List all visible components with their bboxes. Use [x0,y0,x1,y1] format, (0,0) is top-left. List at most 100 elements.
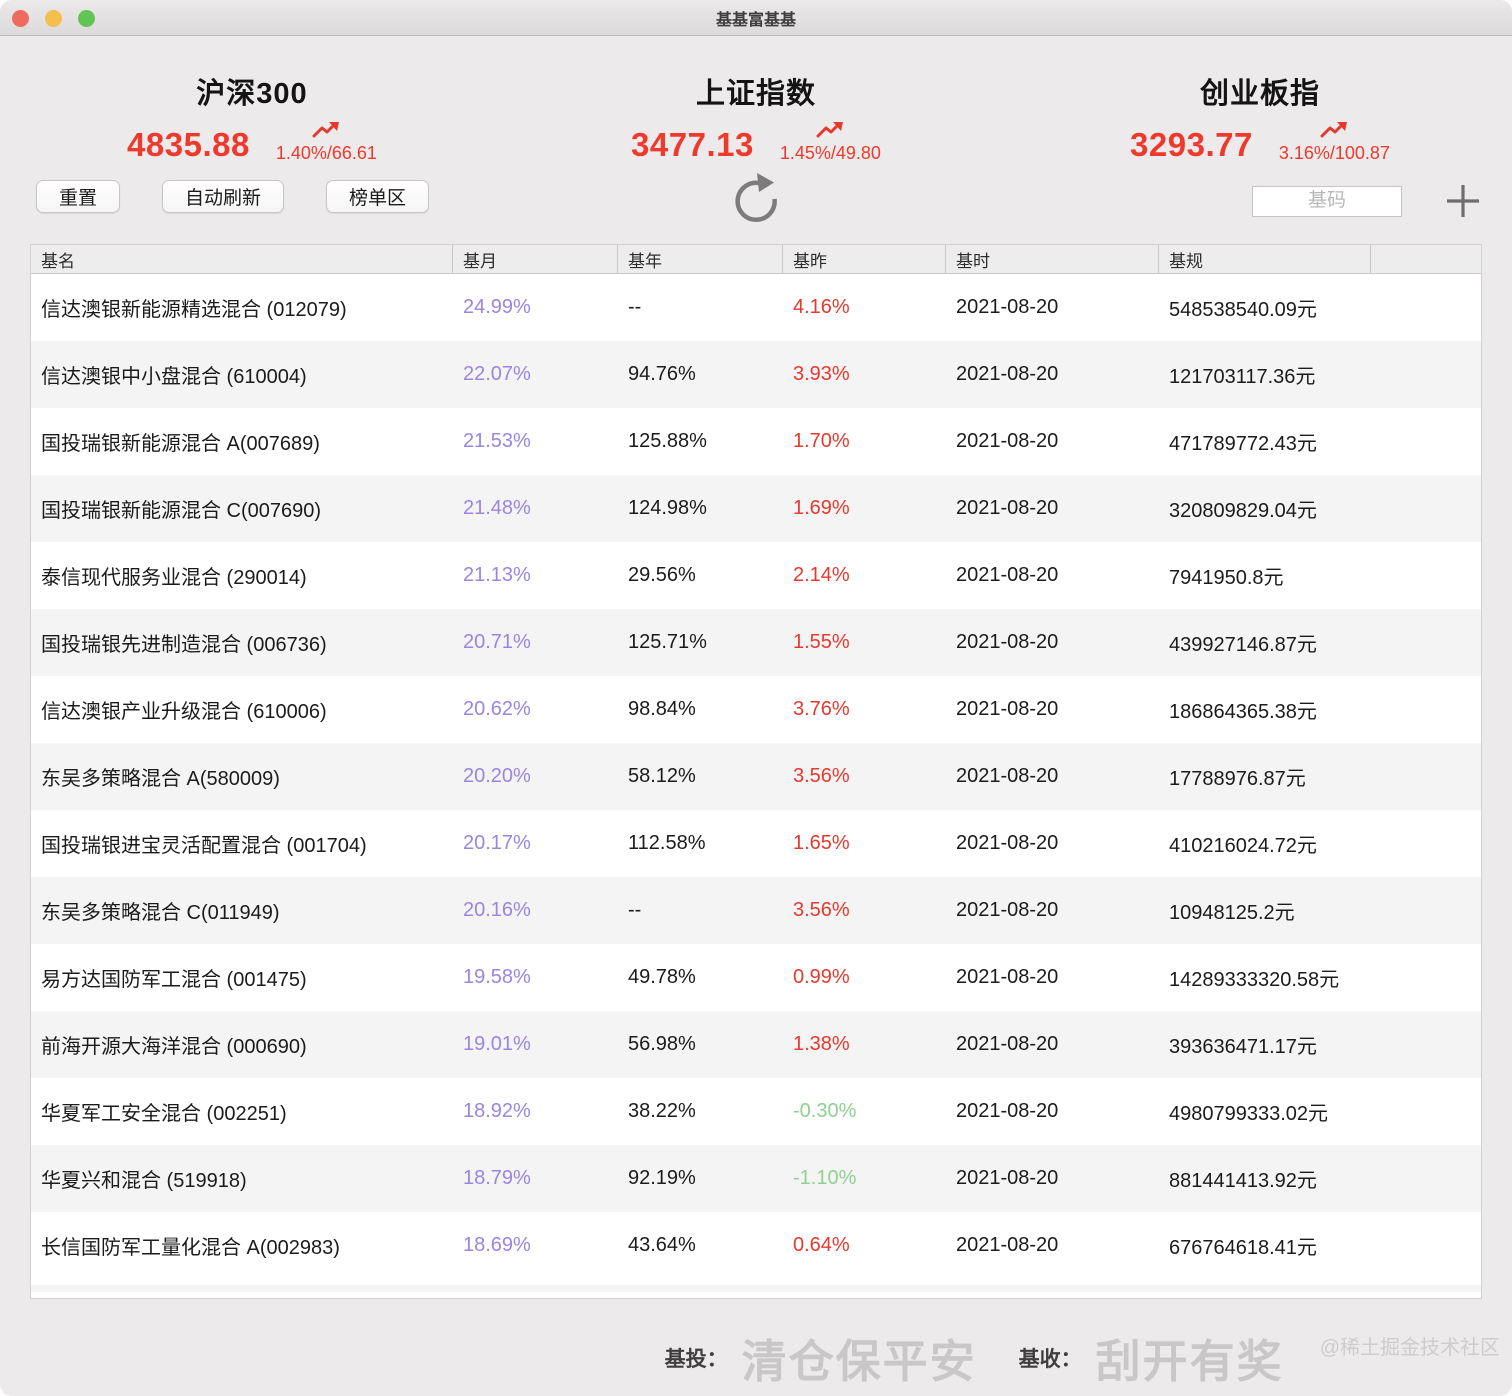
cell-month-change: 22.07% [463,363,531,385]
cell-fund-name: 华夏军工安全混合 (002251) [41,1103,287,1125]
cell-scale: 439927146.87元 [1169,634,1317,656]
index-shanghai: 上证指数 3477.13 1.45%/49.80 [504,70,1008,164]
table-row[interactable]: 国投瑞银进宝灵活配置混合 (001704) 20.17% 112.58% 1.65% 2… [31,810,1481,877]
auto-refresh-button[interactable]: 自动刷新 [162,180,285,213]
table-row[interactable]: 信达澳银中小盘混合 (610004) 22.07% 94.76% 3.93% 2021-… [31,341,1481,408]
zoom-window-button[interactable] [78,9,95,27]
table-row[interactable]: 东吴多策略混合 C(011949) 20.16% -- 3.56% 2021-08-20… [31,877,1481,944]
cell-year-change: 94.76% [628,363,696,385]
minimize-window-button[interactable] [45,9,62,27]
cell-scale: 4980799333.02元 [1169,1103,1329,1125]
index-value: 4835.88 [127,126,250,163]
column-header-name[interactable]: 基名 [31,245,453,273]
ranking-button[interactable]: 榜单区 [326,180,430,213]
refresh-button[interactable] [729,170,783,233]
cell-scale: 17788976.87元 [1169,768,1306,790]
cell-fund-name: 信达澳银中小盘混合 (610004) [41,366,307,388]
cell-scale: 320809829.04元 [1169,500,1317,522]
cell-filler [1371,542,1481,609]
cell-year-change: -- [628,899,642,921]
fund-code-input[interactable] [1252,185,1402,217]
cell-filler [1371,1078,1481,1145]
cell-fund-name: 信达澳银新能源精选混合 (012079) [41,299,347,321]
cell-date: 2021-08-20 [956,430,1059,452]
cell-yesterday-change: 2.14% [793,564,850,586]
cell-year-change: 124.98% [628,497,707,519]
cell-date: 2021-08-20 [956,564,1059,586]
table-row[interactable]: 华夏兴和混合 (519918) 18.79% 92.19% -1.10% 2021-08… [31,1145,1481,1212]
index-summary: 沪深300 4835.88 1.40%/66.61 上证指数 3477.13 [0,70,1512,164]
table-row[interactable]: 东吴多策略混合 A(580009) 20.20% 58.12% 3.56% 2021-0… [31,743,1481,810]
cell-year-change: -- [628,296,642,318]
toolbar: 重置 自动刷新 榜单区 [0,173,1512,226]
column-header-year[interactable]: 基年 [618,245,783,273]
cell-scale: 881441413.92元 [1169,1170,1317,1192]
cell-yesterday-change: 1.70% [793,430,850,452]
table-row[interactable]: 国投瑞银新能源混合 A(007689) 21.53% 125.88% 1.70% 202… [31,408,1481,475]
table-row[interactable]: 易方达国防军工混合 (001475) 19.58% 49.78% 0.99% 2021-… [31,944,1481,1011]
table-header: 基名 基月 基年 基昨 基时 基规 [31,245,1481,274]
table-row[interactable]: 信达澳银新能源精选混合 (012079) 24.99% -- 4.16% 2021-08… [31,274,1481,341]
cell-year-change: 29.56% [628,564,696,586]
cell-date: 2021-08-20 [956,1234,1059,1256]
cell-filler [1371,1011,1481,1078]
table-row[interactable]: 泰信现代服务业混合 (290014) 21.13% 29.56% 2.14% 2021-… [31,542,1481,609]
cell-month-change: 20.62% [463,698,531,720]
cell-fund-name: 华夏兴和混合 (519918) [41,1170,247,1192]
cell-year-change: 49.78% [628,966,696,988]
cell-yesterday-change: -1.10% [793,1167,857,1189]
index-name: 创业板指 [1199,78,1320,110]
cell-yesterday-change: 0.64% [793,1234,850,1256]
add-icon[interactable] [1444,182,1482,220]
cell-filler [1371,408,1481,475]
cell-filler [1371,743,1481,810]
column-header-yesterday[interactable]: 基昨 [783,245,946,273]
cell-date: 2021-08-20 [956,631,1059,653]
table-row[interactable]: 前海开源大海洋混合 (000690) 19.01% 56.98% 1.38% 2021-… [31,1011,1481,1078]
index-value: 3293.77 [1130,126,1253,163]
cell-month-change: 18.79% [463,1167,531,1189]
footer-slogan-return: 刮开有奖 [1095,1336,1284,1387]
cell-year-change: 92.19% [628,1167,696,1189]
cell-filler [1371,877,1481,944]
table-row[interactable]: 长信国防军工量化混合 A(002983) 18.69% 43.64% 0.64% 202… [31,1212,1481,1279]
cell-fund-name: 东吴多策略混合 A(580009) [41,768,280,790]
cell-year-change: 56.98% [628,1033,696,1055]
cell-year-change: 38.22% [628,1100,696,1122]
cell-month-change: 20.71% [463,631,531,653]
cell-yesterday-change: 3.76% [793,698,850,720]
cell-yesterday-change: 3.56% [793,765,850,787]
trend-up-icon [816,122,844,138]
table-row[interactable]: 国投瑞银新能源混合 C(007690) 21.48% 124.98% 1.69% 202… [31,475,1481,542]
cell-year-change: 58.12% [628,765,696,787]
cell-fund-name: 泰信现代服务业混合 (290014) [41,567,307,589]
cell-scale: 676764618.41元 [1169,1237,1317,1259]
cell-fund-name: 前海开源大海洋混合 (000690) [41,1036,307,1058]
cell-month-change: 19.58% [463,966,531,988]
footer-slogan-invest: 清仓保平安 [741,1336,977,1387]
column-header-month[interactable]: 基月 [453,245,618,273]
cell-date: 2021-08-20 [956,832,1059,854]
table-footer-strip [31,1285,1481,1298]
cell-month-change: 20.17% [463,832,531,854]
index-name: 上证指数 [695,78,816,110]
reset-button[interactable]: 重置 [36,180,121,213]
table-row[interactable]: 华夏军工安全混合 (002251) 18.92% 38.22% -0.30% 2021-… [31,1078,1481,1145]
cell-month-change: 24.99% [463,296,531,318]
table-row[interactable]: 国投瑞银先进制造混合 (006736) 20.71% 125.71% 1.55% 202… [31,609,1481,676]
close-window-button[interactable] [12,9,29,27]
cell-filler [1371,609,1481,676]
table-row[interactable]: 信达澳银产业升级混合 (610006) 20.62% 98.84% 3.76% 2021… [31,676,1481,743]
cell-yesterday-change: 1.38% [793,1033,850,1055]
trend-up-icon [312,122,340,138]
footer-credit: @稀土掘金技术社区 [1319,1337,1500,1359]
cell-fund-name: 国投瑞银进宝灵活配置混合 (001704) [41,835,367,857]
cell-fund-name: 易方达国防军工混合 (001475) [41,969,307,991]
column-header-scale[interactable]: 基规 [1159,245,1371,273]
column-header-date[interactable]: 基时 [946,245,1159,273]
index-hs300: 沪深300 4835.88 1.40%/66.61 [0,70,504,164]
column-header-filler [1371,245,1481,273]
cell-fund-name: 信达澳银产业升级混合 (610006) [41,701,327,723]
cell-date: 2021-08-20 [956,296,1059,318]
